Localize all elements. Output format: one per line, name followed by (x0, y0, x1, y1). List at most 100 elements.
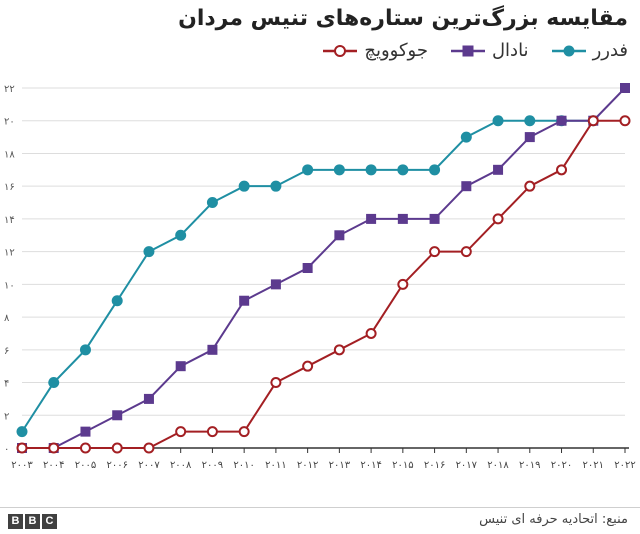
legend-item-federer: فدرر (551, 40, 628, 61)
series (16, 83, 631, 454)
data-point-djokovic (619, 115, 631, 127)
x-tick-label: ۲۰۱۳ (329, 460, 351, 471)
data-point-federer (79, 344, 91, 356)
data-point-djokovic (48, 442, 60, 454)
data-point-nadal (175, 361, 186, 372)
data-point-djokovic (397, 278, 409, 290)
x-tick-label: ۲۰۱۲ (297, 460, 318, 471)
data-point-djokovic (333, 344, 345, 356)
data-point-djokovic (492, 213, 504, 225)
series-line-nadal (22, 87, 626, 449)
data-point-nadal (493, 164, 504, 175)
legend: فدرر نادال جوکوویچ (322, 40, 628, 61)
data-point-federer (365, 164, 377, 176)
data-point-nadal (397, 213, 408, 224)
x-tick-label: ۲۰۰۹ (202, 460, 223, 471)
chart-title: مقایسه بزرگ‌ترین ستاره‌های تنیس مردان (178, 6, 628, 31)
data-point-nadal (334, 230, 345, 241)
legend-swatch-nadal-icon (450, 45, 485, 56)
y-tick-label: ۶ (4, 346, 9, 357)
data-point-nadal (556, 115, 567, 126)
legend-swatch-djokovic-icon (323, 44, 358, 57)
source-note: منبع: اتحادیه حرفه ای تنیس (479, 512, 628, 527)
data-point-djokovic (270, 377, 282, 389)
data-point-djokovic (365, 327, 377, 339)
x-tick-label: ۲۰۱۹ (519, 460, 540, 471)
x-tick-label: ۲۰۲۱ (583, 460, 604, 471)
data-point-federer (111, 295, 123, 307)
legend-swatch-federer-icon (551, 45, 586, 56)
x-tick-label: ۲۰۰۳ (11, 460, 33, 471)
x-tick-label: ۲۰۲۲ (614, 460, 635, 471)
y-tick-label: ۱۲ (4, 248, 15, 259)
y-tick-label: ۱۰ (4, 280, 15, 291)
x-tick-label: ۲۰۱۷ (456, 460, 478, 471)
legend-label-nadal: نادال (491, 40, 529, 61)
data-point-federer (524, 115, 536, 127)
y-tick-label: ۱۶ (4, 182, 15, 193)
y-tick-label: ۰ (4, 444, 9, 455)
y-tick-label: ۲ (4, 411, 9, 422)
data-point-federer (175, 229, 187, 241)
legend-item-nadal: نادال (450, 40, 529, 61)
legend-label-djokovic: جوکوویچ (364, 40, 428, 61)
data-point-nadal (143, 393, 154, 404)
data-point-djokovic (16, 442, 28, 454)
legend-item-djokovic: جوکوویچ (322, 40, 428, 61)
footer-divider (0, 507, 640, 508)
x-tick-label: ۲۰۰۵ (75, 460, 96, 471)
data-point-federer (270, 180, 282, 192)
y-tick-label: ۸ (4, 313, 10, 324)
data-point-federer (143, 246, 155, 258)
data-point-federer (48, 377, 60, 389)
data-point-nadal (239, 295, 250, 306)
x-tick-label: ۲۰۱۴ (360, 460, 381, 471)
data-point-djokovic (587, 115, 599, 127)
y-tick-label: ۴ (4, 379, 9, 390)
x-tick-label: ۲۰۱۶ (424, 460, 445, 471)
data-point-djokovic (238, 426, 250, 438)
data-point-nadal (207, 344, 218, 355)
y-tick-label: ۲۲ (4, 84, 15, 95)
data-point-federer (206, 197, 218, 209)
data-point-federer (492, 115, 504, 127)
data-point-djokovic (175, 426, 187, 438)
data-point-nadal (620, 83, 630, 93)
x-tick-label: ۲۰۱۱ (265, 460, 286, 471)
data-point-djokovic (524, 180, 536, 192)
data-point-federer (238, 180, 250, 192)
data-point-nadal (429, 213, 440, 224)
data-point-djokovic (429, 246, 441, 258)
data-point-nadal (461, 181, 472, 192)
x-tick-label: ۲۰۰۶ (106, 460, 127, 471)
x-tick-label: ۲۰۱۰ (233, 460, 254, 471)
data-point-nadal (112, 410, 123, 421)
x-tick-label: ۲۰۰۸ (170, 460, 192, 471)
x-tick-label: ۲۰۲۰ (551, 460, 572, 471)
data-point-nadal (524, 132, 535, 143)
data-point-federer (333, 164, 345, 176)
data-point-federer (460, 131, 472, 143)
data-point-federer (302, 164, 314, 176)
data-point-nadal (302, 263, 313, 273)
y-tick-label: ۱۸ (4, 149, 15, 160)
data-point-djokovic (111, 442, 123, 454)
x-tick-label: ۲۰۱۸ (487, 460, 509, 471)
data-point-djokovic (556, 164, 568, 176)
x-tick-label: ۲۰۱۵ (392, 460, 413, 471)
data-point-djokovic (79, 442, 91, 454)
logo-letter: B (8, 514, 23, 529)
bbc-logo: B B C (8, 514, 57, 529)
logo-letter: C (42, 514, 57, 529)
data-point-djokovic (460, 246, 472, 258)
x-tick-label: ۲۰۰۷ (138, 460, 160, 471)
y-tick-label: ۲۰ (4, 117, 15, 128)
data-point-federer (429, 164, 441, 176)
data-point-federer (397, 164, 409, 176)
y-tick-label: ۱۴ (4, 215, 15, 226)
data-point-djokovic (206, 426, 218, 438)
data-point-nadal (80, 426, 91, 437)
data-point-nadal (366, 213, 377, 224)
